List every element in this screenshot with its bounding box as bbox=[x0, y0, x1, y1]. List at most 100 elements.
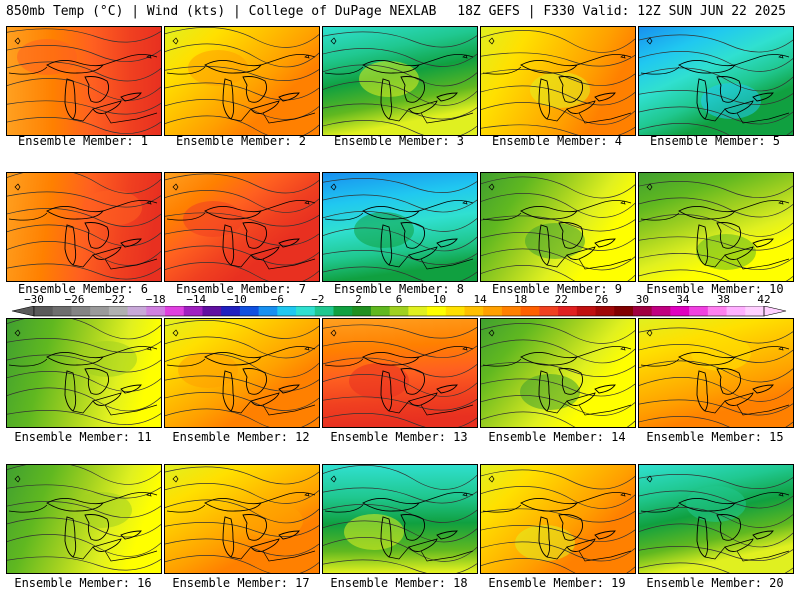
temperature-map bbox=[165, 173, 319, 281]
ensemble-map-panel bbox=[164, 464, 320, 574]
temperature-map bbox=[323, 319, 477, 427]
colorbar-swatch bbox=[520, 306, 540, 316]
colorbar-swatch bbox=[576, 306, 597, 316]
temperature-map bbox=[639, 465, 793, 573]
temperature-map bbox=[481, 173, 635, 281]
temperature-map bbox=[481, 27, 635, 135]
ensemble-member-caption: Ensemble Member: 5 bbox=[649, 134, 781, 148]
colorbar-swatch bbox=[483, 306, 503, 316]
ensemble-member-caption: Ensemble Member: 6 bbox=[17, 282, 149, 296]
ensemble-member-caption: Ensemble Member: 2 bbox=[175, 134, 307, 148]
colorbar-swatch bbox=[595, 306, 615, 316]
colorbar-swatch bbox=[464, 306, 484, 316]
ensemble-member-caption: Ensemble Member: 17 bbox=[172, 576, 310, 590]
colorbar-min-arrow bbox=[11, 306, 35, 317]
colorbar-tick-label: 14 bbox=[473, 293, 487, 306]
ensemble-map-panel bbox=[6, 464, 162, 574]
ensemble-member-caption: Ensemble Member: 7 bbox=[175, 282, 307, 296]
temperature-map bbox=[323, 465, 477, 573]
ensemble-map-panel bbox=[6, 172, 162, 282]
ensemble-member-caption: Ensemble Member: 12 bbox=[172, 430, 310, 444]
colorbar-tick-label: 2 bbox=[355, 293, 362, 306]
colorbar-tick-label: 26 bbox=[595, 293, 609, 306]
colorbar-swatch bbox=[108, 306, 129, 316]
colorbar-swatch bbox=[370, 306, 391, 316]
temperature-map bbox=[165, 319, 319, 427]
temperature-map bbox=[481, 319, 635, 427]
temperature-map bbox=[7, 319, 161, 427]
ensemble-member-caption: Ensemble Member: 11 bbox=[14, 430, 152, 444]
colorbar-swatch bbox=[689, 306, 709, 316]
colorbar-swatch bbox=[445, 306, 466, 316]
ensemble-member-caption: Ensemble Member: 10 bbox=[646, 282, 784, 296]
colorbar-tick-label: −6 bbox=[270, 293, 284, 306]
colorbar-swatch bbox=[333, 306, 353, 316]
ensemble-map-panel bbox=[480, 26, 636, 136]
ensemble-map-panel bbox=[322, 464, 478, 574]
ensemble-map-panel bbox=[638, 172, 794, 282]
colorbar-swatch bbox=[427, 306, 447, 316]
temperature-map bbox=[7, 27, 161, 135]
colorbar-tick-label: −22 bbox=[105, 293, 126, 306]
colorbar-swatch bbox=[34, 306, 54, 316]
map-title: 850mb Temp (°C) | Wind (kts) | College o… bbox=[6, 4, 437, 19]
colorbar-tick-label: 38 bbox=[716, 293, 731, 306]
ensemble-map-panel bbox=[480, 172, 636, 282]
colorbar-tick-label: 22 bbox=[554, 293, 568, 306]
ensemble-map-panel bbox=[322, 172, 478, 282]
temperature-map bbox=[639, 27, 793, 135]
colorbar-tick-label: 18 bbox=[514, 293, 528, 306]
model-run-label: 18Z GEFS | F330 Valid: 12Z SUN JUN 22 20… bbox=[457, 4, 786, 19]
ensemble-map-panel bbox=[164, 172, 320, 282]
colorbar-swatch bbox=[352, 306, 372, 316]
colorbar-max-arrow bbox=[763, 306, 787, 317]
colorbar-swatch bbox=[296, 306, 316, 316]
ensemble-member-caption: Ensemble Member: 18 bbox=[330, 576, 468, 590]
colorbar-swatch bbox=[408, 306, 428, 316]
ensemble-map-panel bbox=[164, 26, 320, 136]
colorbar-tick-label: 34 bbox=[676, 293, 690, 306]
colorbar-swatch bbox=[651, 306, 671, 316]
ensemble-map-panel bbox=[638, 464, 794, 574]
ensemble-map-panel bbox=[480, 464, 636, 574]
temperature-map bbox=[165, 465, 319, 573]
temperature-map bbox=[323, 173, 477, 281]
colorbar-tick-label: 6 bbox=[395, 293, 403, 306]
ensemble-map-panel bbox=[164, 318, 320, 428]
ensemble-map-panel bbox=[6, 318, 162, 428]
colorbar-swatch bbox=[726, 306, 746, 316]
temperature-colorbar: −30 −26 −22 −18 −14 −10 −6 −2 2 6 10 14 18 22 26 30 34 38… bbox=[4, 294, 796, 320]
ensemble-member-caption: Ensemble Member: 1 bbox=[17, 134, 149, 148]
temperature-map bbox=[7, 173, 161, 281]
ensemble-member-caption: Ensemble Member: 19 bbox=[488, 576, 626, 590]
colorbar-tick-label: 10 bbox=[432, 293, 447, 306]
colorbar-swatch bbox=[558, 306, 578, 316]
colorbar-swatch bbox=[614, 306, 634, 316]
ensemble-map-panel bbox=[322, 26, 478, 136]
colorbar-swatch bbox=[258, 306, 278, 316]
colorbar-tick-label: −14 bbox=[186, 293, 207, 306]
colorbar-swatch bbox=[389, 306, 409, 316]
ensemble-map-panel bbox=[638, 26, 794, 136]
temperature-map bbox=[323, 27, 477, 135]
colorbar-tick-label: −18 bbox=[145, 293, 166, 306]
colorbar-swatch bbox=[539, 306, 559, 316]
colorbar-swatch bbox=[71, 306, 91, 316]
colorbar-labels: −30 −26 −22 −18 −14 −10 −6 −2 2 6 10 14 18 22 26 30 34 38… bbox=[4, 294, 796, 306]
colorbar-tick-label: −2 bbox=[311, 293, 325, 306]
temperature-map bbox=[639, 319, 793, 427]
colorbar-swatch bbox=[670, 306, 690, 316]
ensemble-map-panel bbox=[638, 318, 794, 428]
temperature-map bbox=[165, 27, 319, 135]
ensemble-map-panel bbox=[322, 318, 478, 428]
colorbar-swatch bbox=[501, 306, 522, 316]
ensemble-member-caption: Ensemble Member: 20 bbox=[646, 576, 784, 590]
temperature-map bbox=[481, 465, 635, 573]
ensemble-member-caption: Ensemble Member: 16 bbox=[14, 576, 152, 590]
ensemble-member-caption: Ensemble Member: 13 bbox=[330, 430, 468, 444]
colorbar-swatch bbox=[146, 306, 166, 316]
colorbar-swatch bbox=[707, 306, 728, 316]
colorbar-swatch bbox=[632, 306, 653, 316]
temperature-map bbox=[639, 173, 793, 281]
ensemble-member-caption: Ensemble Member: 9 bbox=[491, 282, 623, 296]
